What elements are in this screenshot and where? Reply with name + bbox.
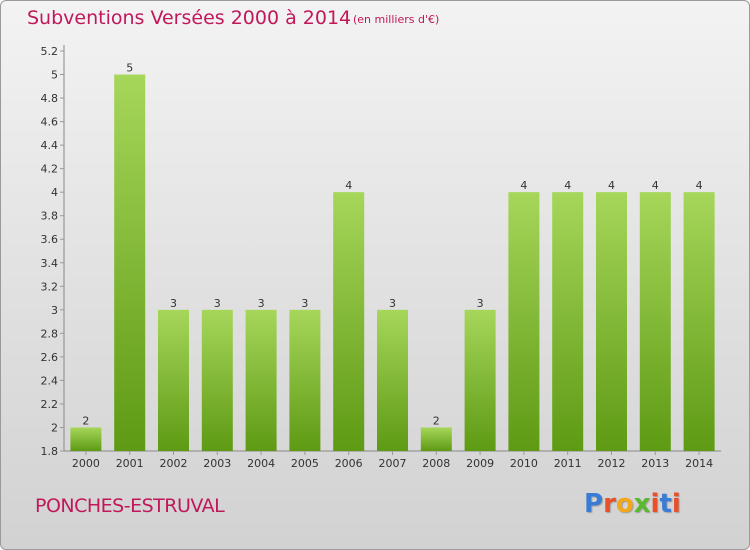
bar xyxy=(464,309,496,451)
x-tick-label: 2007 xyxy=(379,457,407,470)
chart-title: Subventions Versées 2000 à 2014 xyxy=(27,7,352,29)
x-tick-label: 2000 xyxy=(72,457,100,470)
x-tick-label: 2011 xyxy=(554,457,582,470)
bar xyxy=(683,192,715,452)
bar-value-label: 3 xyxy=(170,297,177,310)
x-tick-label: 2010 xyxy=(510,457,538,470)
bar-value-label: 3 xyxy=(477,297,484,310)
logo-letter: x xyxy=(633,489,651,519)
bar-value-label: 4 xyxy=(520,179,527,192)
bar xyxy=(420,427,452,451)
place-name: PONCHES-ESTRUVAL xyxy=(35,495,225,517)
x-tick-label: 2009 xyxy=(466,457,494,470)
bar xyxy=(245,309,277,451)
y-tick-label: 3.2 xyxy=(41,280,59,293)
y-tick-label: 3.6 xyxy=(41,233,59,246)
bar-value-label: 4 xyxy=(608,179,615,192)
y-tick-label: 1.8 xyxy=(41,445,59,458)
logo-letter: o xyxy=(615,489,634,519)
bar-value-label: 3 xyxy=(389,297,396,310)
bar xyxy=(639,192,671,452)
x-axis: 2000 2001 2002 2003 2004 2005 2006 2007 2008 2009… xyxy=(64,450,721,470)
y-tick-label: 5 xyxy=(51,69,58,82)
bar-value-label: 3 xyxy=(258,297,265,310)
y-tick-label: 2.2 xyxy=(41,398,59,411)
y-tick-label: 3.4 xyxy=(41,257,59,270)
y-tick-label: 2 xyxy=(51,421,58,434)
y-tick-label: 4.4 xyxy=(41,139,59,152)
proxiti-logo: Proxiti xyxy=(584,489,681,519)
bar xyxy=(70,427,102,451)
logo-letter: P xyxy=(584,489,604,519)
bar-value-label: 3 xyxy=(301,297,308,310)
x-tick-label: 2013 xyxy=(641,457,669,470)
x-tick-label: 2005 xyxy=(291,457,319,470)
y-tick-label: 4.6 xyxy=(41,116,59,129)
x-tick-label: 2006 xyxy=(335,457,363,470)
y-tick-label: 3.8 xyxy=(41,210,59,223)
bar xyxy=(552,192,584,452)
y-tick-label: 2.8 xyxy=(41,327,59,340)
bar xyxy=(201,309,233,451)
logo-letter: t xyxy=(659,489,672,519)
x-tick-label: 2002 xyxy=(160,457,188,470)
bar-value-label: 2 xyxy=(433,414,440,427)
bar xyxy=(333,192,365,452)
bar-value-label: 4 xyxy=(345,179,352,192)
bar xyxy=(158,309,189,451)
x-tick-label: 2012 xyxy=(598,457,626,470)
x-tick-label: 2001 xyxy=(116,457,144,470)
bar-value-label: 3 xyxy=(214,297,221,310)
bars: 2 5 3 3 3 3 4 3 2 3 4 4 4 4 4 xyxy=(70,62,715,452)
logo-letter: i xyxy=(671,489,681,519)
bar xyxy=(114,74,146,451)
x-tick-label: 2008 xyxy=(422,457,450,470)
bar xyxy=(508,192,540,452)
logo-letter: i xyxy=(650,489,660,519)
x-tick-label: 2003 xyxy=(203,457,231,470)
y-tick-label: 3 xyxy=(51,304,58,317)
bar xyxy=(289,309,321,451)
y-tick-label: 4.2 xyxy=(41,163,59,176)
bar-value-label: 4 xyxy=(696,179,703,192)
y-tick-label: 2.6 xyxy=(41,351,59,364)
x-tick-label: 2014 xyxy=(685,457,713,470)
logo-letter: r xyxy=(603,489,616,519)
bar xyxy=(377,309,408,451)
bar-value-label: 5 xyxy=(126,62,133,75)
y-tick-label: 4.8 xyxy=(41,92,59,105)
y-tick-label: 4 xyxy=(51,186,58,199)
bar-value-label: 4 xyxy=(564,179,571,192)
y-axis: 1.8 2 2.2 2.4 2.6 2.8 3 3.2 3.4 3.6 3.8 4 4.2 4.4 4.6 4… xyxy=(41,45,65,458)
bar-value-label: 2 xyxy=(82,414,89,427)
y-tick-label: 5.2 xyxy=(41,45,59,58)
x-tick-label: 2004 xyxy=(247,457,275,470)
bar xyxy=(596,192,627,452)
chart-subtitle: (en milliers d'€) xyxy=(353,13,440,26)
y-tick-label: 2.4 xyxy=(41,374,59,387)
bar-value-label: 4 xyxy=(652,179,659,192)
